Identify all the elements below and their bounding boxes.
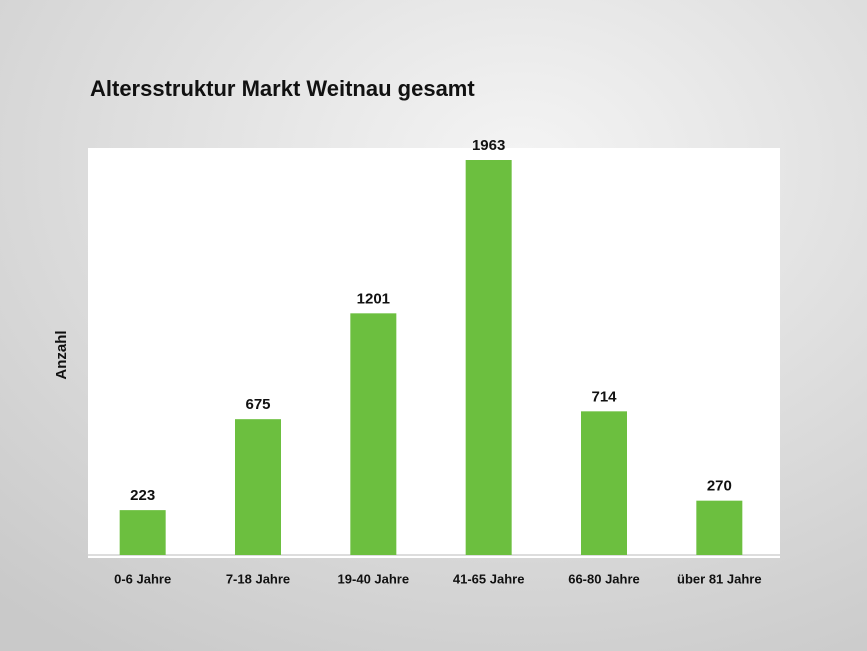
bar — [581, 411, 627, 555]
chart-title: Altersstruktur Markt Weitnau gesamt — [90, 76, 475, 101]
x-tick-label: 0-6 Jahre — [114, 571, 171, 586]
plot-area — [88, 148, 780, 558]
bar — [696, 500, 743, 555]
bar — [119, 510, 166, 555]
x-tick-label: 19-40 Jahre — [338, 571, 410, 586]
x-tick-label: über 81 Jahre — [677, 571, 762, 586]
data-label: 675 — [245, 396, 270, 413]
x-tick-label: 41-65 Jahre — [453, 571, 525, 586]
data-label: 1201 — [357, 290, 390, 307]
y-axis-label: Anzahl — [53, 330, 70, 379]
x-tick-label: 66-80 Jahre — [568, 571, 640, 586]
data-label: 223 — [130, 487, 155, 504]
bar — [235, 419, 281, 555]
bar — [465, 160, 512, 555]
x-tick-label: 7-18 Jahre — [226, 571, 290, 586]
data-label: 714 — [591, 388, 617, 405]
data-label: 270 — [707, 478, 732, 495]
bar — [350, 313, 397, 555]
data-label: 1963 — [472, 137, 505, 154]
